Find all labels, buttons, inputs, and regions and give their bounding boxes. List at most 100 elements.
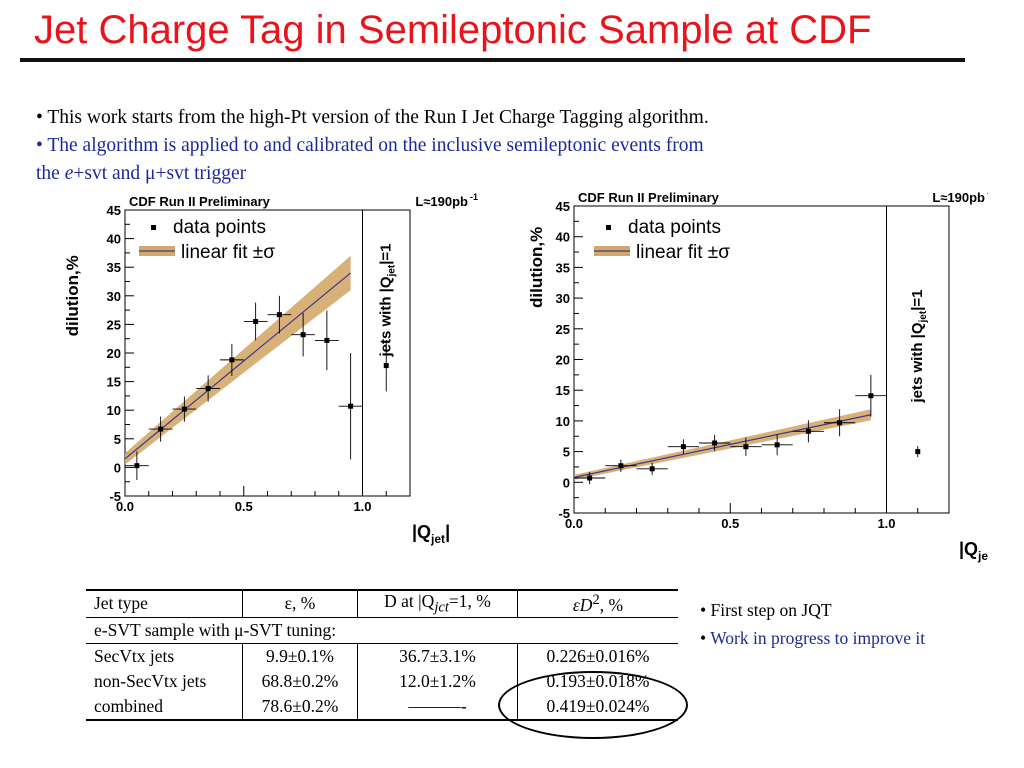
data-point bbox=[253, 319, 259, 325]
cell-dilution: 36.7±3.1% bbox=[357, 643, 518, 669]
note-first: • First step on JQT bbox=[700, 600, 832, 620]
side-rotated-label: jets with |Qjet|=1 bbox=[377, 243, 397, 357]
x-tick-label: 0.0 bbox=[116, 499, 134, 514]
header-dilution-b: =1, % bbox=[448, 591, 491, 611]
data-point bbox=[680, 444, 686, 450]
cell-power: 0.226±0.016% bbox=[517, 643, 678, 669]
y-tick-label: 5 bbox=[563, 445, 570, 460]
plot-header-right-sup: -1 bbox=[470, 192, 478, 202]
plot-header-right-sup: -1 bbox=[987, 188, 988, 198]
data-point bbox=[383, 363, 389, 369]
header-jet-type: Jet type bbox=[86, 589, 243, 618]
data-point bbox=[837, 420, 843, 426]
legend-points-label: data points bbox=[173, 217, 266, 238]
header-power: εD2, % bbox=[517, 589, 678, 618]
table-section-row: e-SVT sample with μ-SVT tuning: bbox=[86, 617, 678, 644]
data-point bbox=[868, 393, 874, 399]
legend-fit-label: linear fit ±σ bbox=[181, 242, 275, 263]
header-dilution: D at |Qjct=1, % bbox=[357, 589, 518, 618]
side-notes: • First step on JQT • Work in progress t… bbox=[700, 596, 925, 652]
y-tick-label: 25 bbox=[556, 322, 570, 337]
data-point bbox=[134, 463, 140, 469]
cell-jet-type: combined bbox=[86, 693, 243, 721]
cell-efficiency: 9.9±0.1% bbox=[242, 643, 358, 669]
cell-dilution: ———- bbox=[357, 693, 518, 721]
cell-jet-type: SecVtx jets bbox=[94, 645, 175, 666]
bullet-2-mid: +svt and bbox=[73, 163, 146, 184]
y-tick-label: 45 bbox=[556, 199, 570, 214]
y-tick-label: -5 bbox=[109, 489, 121, 504]
y-tick-label: 10 bbox=[556, 414, 570, 429]
x-tick-label: 1.0 bbox=[877, 516, 895, 531]
data-point bbox=[618, 463, 624, 469]
cell-efficiency: 68.8±0.2% bbox=[242, 668, 358, 694]
y-tick-label: -5 bbox=[558, 506, 570, 521]
header-dilution-sub: jct bbox=[434, 599, 449, 616]
chart-svg: -5 0 5 10 15 20 25 30 35 40 45 0.0 0.5 1.0 CDF Run II … bbox=[527, 188, 988, 563]
y-tick-label: 0 bbox=[563, 475, 570, 490]
x-axis-label: |Qjet| bbox=[959, 539, 988, 563]
y-axis-label: dilution,% bbox=[63, 255, 82, 336]
bullet-2-line-1: • The algorithm is applied to and calibr… bbox=[36, 135, 704, 156]
x-tick-label: 1.0 bbox=[353, 499, 371, 514]
y-tick-label: 30 bbox=[107, 289, 121, 304]
plot-header-left: CDF Run II Preliminary bbox=[578, 190, 720, 205]
slide-title: Jet Charge Tag in Semileptonic Sample at… bbox=[34, 8, 872, 52]
legend-fit-label: linear fit ±σ bbox=[636, 242, 730, 263]
table-section-label: e-SVT sample with μ-SVT tuning: bbox=[86, 617, 678, 644]
table-header-row: Jet type ε, % D at |Qjct=1, % εD2, % bbox=[86, 589, 678, 618]
y-tick-label: 20 bbox=[107, 346, 121, 361]
y-tick-label: 0 bbox=[114, 460, 121, 475]
legend-point-marker bbox=[151, 225, 156, 230]
y-tick-label: 5 bbox=[114, 432, 121, 447]
header-efficiency: ε, % bbox=[242, 589, 358, 618]
legend-points-label: data points bbox=[628, 217, 721, 238]
y-axis-label: dilution,% bbox=[527, 227, 546, 308]
data-point bbox=[205, 385, 211, 391]
bullet-2-mu: μ bbox=[145, 163, 156, 184]
y-tick-label: 45 bbox=[107, 203, 121, 218]
data-point bbox=[649, 466, 655, 472]
header-power-b: , % bbox=[599, 594, 624, 615]
y-tick-label: 15 bbox=[107, 375, 121, 390]
right-dilution-plot: -5 0 5 10 15 20 25 30 35 40 45 0.0 0.5 1.0 CDF Run II … bbox=[518, 182, 988, 587]
y-tick-label: 10 bbox=[107, 403, 121, 418]
x-tick-label: 0.0 bbox=[565, 516, 583, 531]
note-second-text: Work in progress to improve it bbox=[710, 628, 926, 648]
y-tick-label: 40 bbox=[556, 230, 570, 245]
bullet-2-line-2: the e+svt and μ+svt trigger bbox=[36, 160, 976, 188]
bullet-2-pre: the bbox=[36, 163, 65, 184]
y-tick-label: 15 bbox=[556, 383, 570, 398]
bullet-1: • This work starts from the high-Pt vers… bbox=[36, 107, 709, 128]
data-point bbox=[158, 426, 164, 432]
data-point bbox=[276, 312, 282, 318]
data-point bbox=[587, 475, 593, 481]
plot-header-right: L≈190pb bbox=[415, 194, 468, 209]
left-dilution-plot: -5 0 5 10 15 20 25 30 35 40 45 0.0 0.5 1.0 CDF Run II … bbox=[58, 188, 478, 583]
data-point bbox=[324, 337, 330, 343]
fit-line bbox=[573, 414, 871, 478]
data-point bbox=[774, 442, 780, 448]
data-point bbox=[805, 428, 811, 434]
data-point bbox=[229, 357, 235, 363]
data-point bbox=[300, 332, 306, 338]
y-tick-label: 25 bbox=[107, 317, 121, 332]
y-tick-label: 20 bbox=[556, 353, 570, 368]
side-rotated-label: jets with |Qjet|=1 bbox=[909, 289, 929, 403]
y-tick-label: 40 bbox=[107, 232, 121, 247]
plot-header-right: L≈190pb bbox=[932, 190, 985, 205]
cell-dilution: 12.0±1.2% bbox=[357, 668, 518, 694]
x-tick-label: 0.5 bbox=[721, 516, 739, 531]
header-power-a: εD bbox=[572, 594, 593, 615]
y-tick-label: 35 bbox=[107, 260, 121, 275]
cell-efficiency: 78.6±0.2% bbox=[242, 693, 358, 721]
x-axis-label: |Qjet| bbox=[412, 522, 450, 546]
bullet-list: • This work starts from the high-Pt vers… bbox=[36, 104, 976, 188]
table-row: SecVtx jets 9.9±0.1% 36.7±3.1% 0.226±0.0… bbox=[86, 643, 678, 669]
note-second-bullet: • bbox=[700, 628, 711, 648]
y-tick-label: 30 bbox=[556, 291, 570, 306]
cell-jet-type: non-SecVtx jets bbox=[94, 670, 207, 691]
header-dilution-a: D at |Q bbox=[384, 591, 435, 611]
data-point bbox=[348, 403, 354, 409]
bullet-2-e: e bbox=[64, 163, 74, 184]
